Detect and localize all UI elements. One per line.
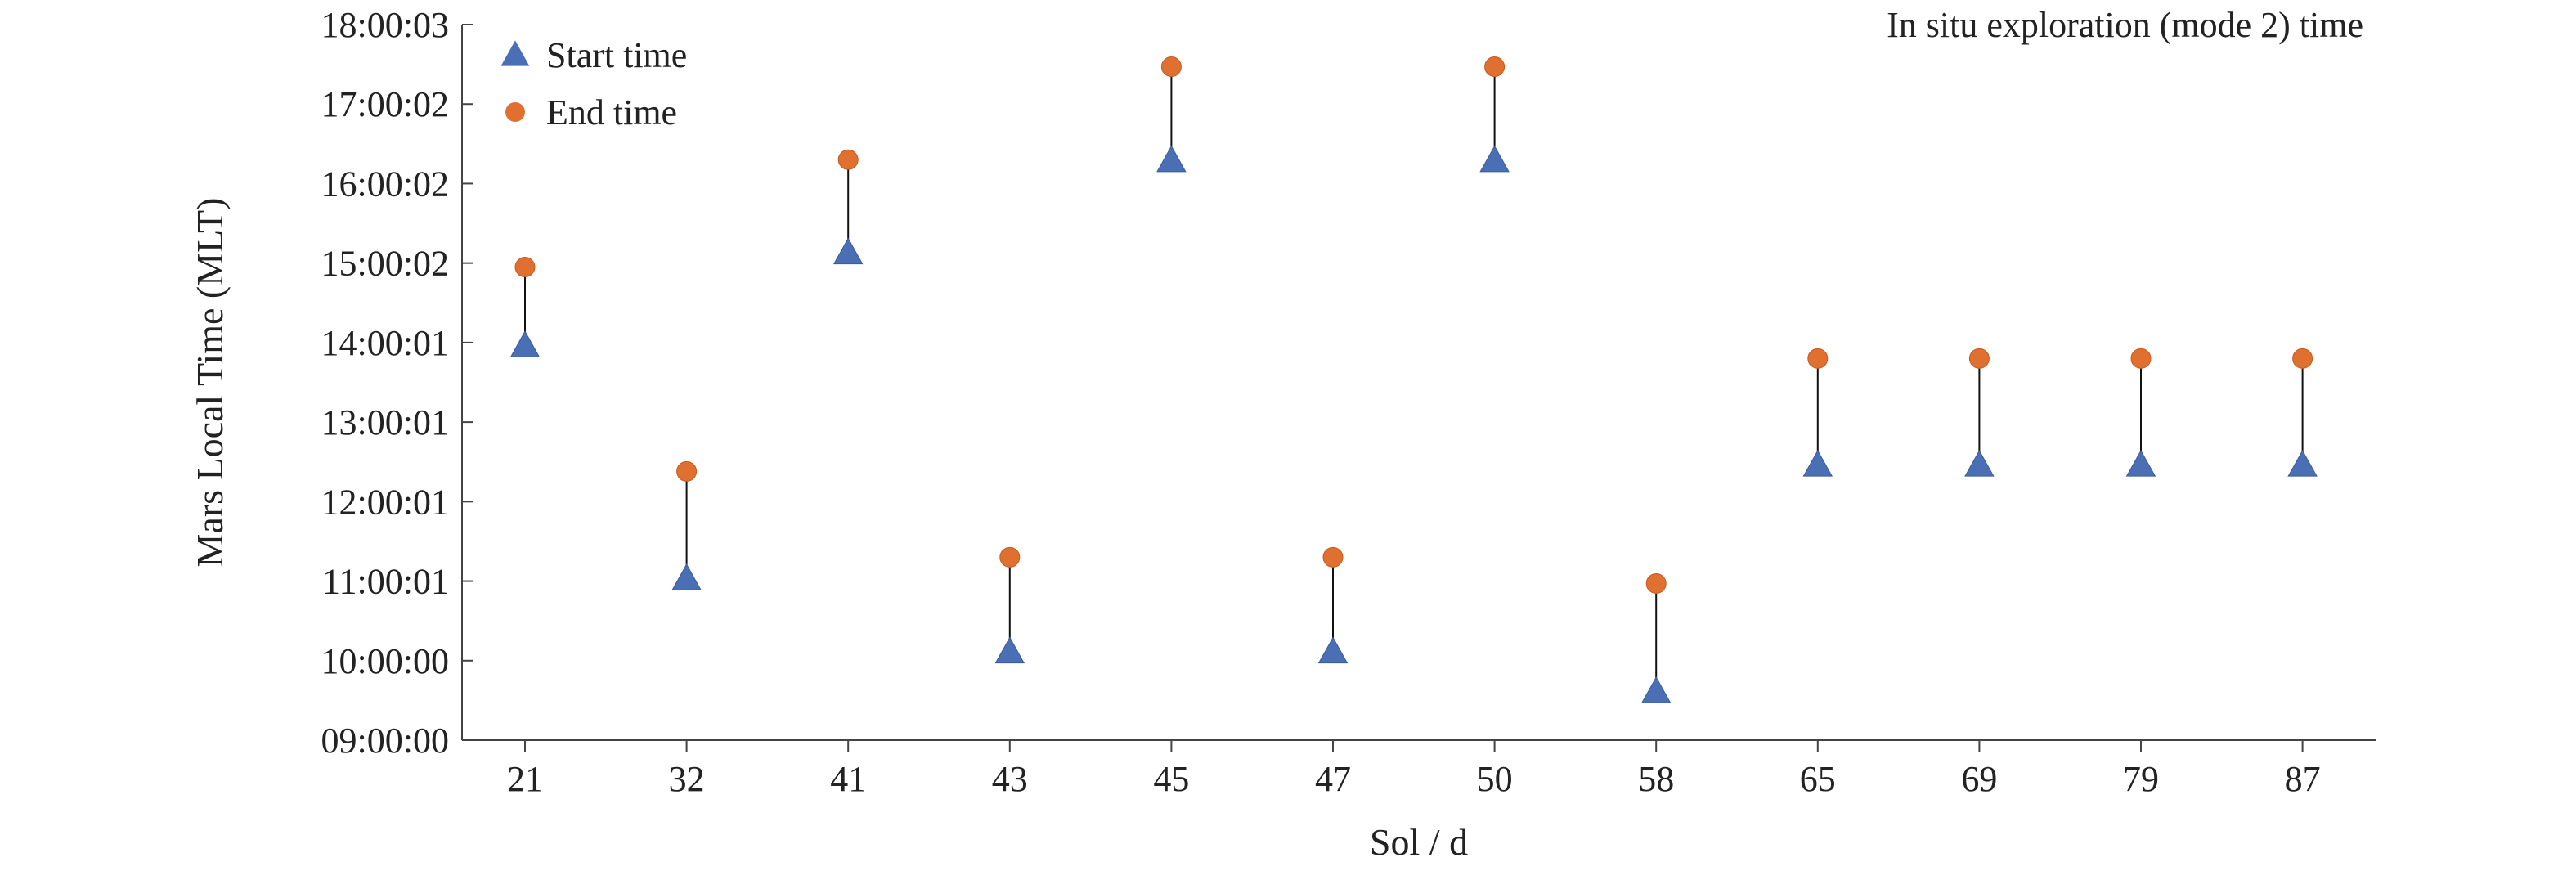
y-axis-label: Mars Local Time (MLT) <box>189 198 231 568</box>
axes <box>461 25 2376 741</box>
end-time-point <box>2292 348 2313 369</box>
x-tick-label: 87 <box>2285 759 2321 799</box>
x-axis-ticks: 21 32 41 43 45 47 50 58 65 69 79 87 <box>507 740 2321 799</box>
end-time-point <box>1484 56 1506 78</box>
x-tick-label: 47 <box>1315 759 1351 799</box>
x-tick-label: 21 <box>507 759 543 799</box>
y-tick-label: 16:00:02 <box>321 164 449 204</box>
x-tick-label: 65 <box>1800 759 1836 799</box>
start-time-point <box>1156 145 1187 173</box>
y-tick-label: 18:00:03 <box>321 5 449 45</box>
start-time-point <box>509 330 541 357</box>
start-time-point <box>2125 449 2156 477</box>
start-time-point <box>1802 449 1833 477</box>
x-axis-label: Sol / d <box>1370 821 1468 863</box>
y-tick-label: 15:00:02 <box>321 244 449 284</box>
data-markers <box>509 56 2318 703</box>
start-time-point <box>1317 636 1349 664</box>
x-tick-label: 43 <box>992 759 1028 799</box>
x-tick-label: 32 <box>669 759 705 799</box>
start-time-point <box>1964 449 1995 477</box>
end-time-point <box>1807 348 1829 369</box>
y-tick-label: 13:00:01 <box>321 402 449 442</box>
start-time-point <box>671 563 702 590</box>
end-time-point <box>1968 348 1990 369</box>
chart-annotation: In situ exploration (mode 2) time <box>1887 5 2363 45</box>
legend-item-end: End time <box>505 92 677 132</box>
start-time-point <box>1479 145 1510 173</box>
y-tick-label: 09:00:00 <box>321 721 449 761</box>
start-time-point <box>1640 676 1672 703</box>
legend-item-start: Start time <box>500 35 687 75</box>
x-tick-label: 45 <box>1153 759 1189 799</box>
start-time-point <box>2287 449 2318 477</box>
legend-label-end: End time <box>546 92 677 132</box>
end-time-point <box>999 546 1021 568</box>
legend-label-start: Start time <box>546 35 687 75</box>
end-time-point <box>514 257 536 278</box>
start-time-point <box>832 237 864 265</box>
x-tick-label: 69 <box>1961 759 1997 799</box>
end-time-point <box>1645 572 1667 594</box>
end-time-point <box>1322 546 1344 568</box>
legend-triangle-marker <box>500 40 530 66</box>
end-time-point <box>1160 56 1182 78</box>
legend-circle-marker <box>505 102 525 122</box>
start-time-point <box>994 636 1025 664</box>
y-tick-label: 17:00:02 <box>321 84 449 124</box>
x-tick-label: 58 <box>1638 759 1674 799</box>
end-time-point <box>837 149 859 170</box>
y-tick-label: 12:00:01 <box>321 482 449 522</box>
end-time-point <box>676 460 698 482</box>
legend: Start time End time <box>500 35 687 132</box>
x-tick-label: 50 <box>1477 759 1513 799</box>
x-tick-label: 41 <box>830 759 866 799</box>
y-tick-label: 10:00:00 <box>321 641 449 681</box>
duration-stems <box>524 66 2304 693</box>
x-tick-label: 79 <box>2123 759 2159 799</box>
y-tick-label: 11:00:01 <box>322 562 449 602</box>
y-axis-ticks: 09:00:00 10:00:00 11:00:01 12:00:01 13:00:01… <box>321 5 473 761</box>
y-tick-label: 14:00:01 <box>321 323 449 363</box>
end-time-point <box>2130 348 2152 369</box>
